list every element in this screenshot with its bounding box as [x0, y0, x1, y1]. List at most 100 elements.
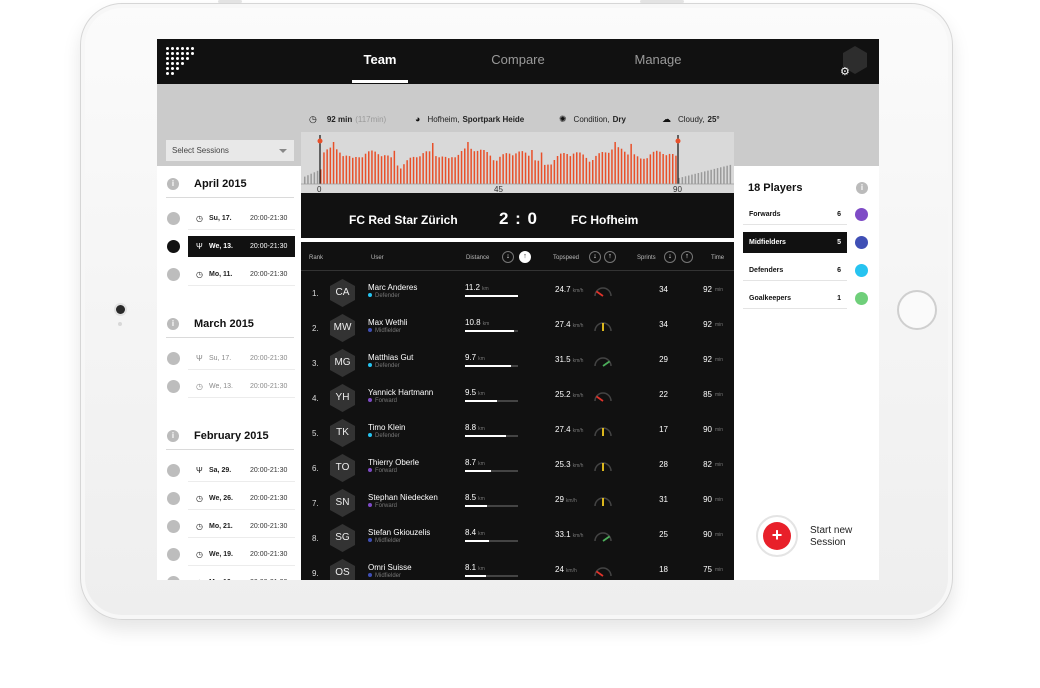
clock-icon: ◷ [196, 270, 203, 279]
session-row[interactable]: ◷ We, 13. 20:00-21:30 [166, 376, 295, 398]
topspeed-value: 31.5 [555, 355, 571, 364]
info-icon[interactable]: i [167, 178, 179, 190]
header-time[interactable]: Time [711, 255, 725, 261]
logo-dot [181, 62, 184, 65]
speed-unit: km/h [572, 428, 584, 434]
chart-bar [492, 160, 495, 184]
settings-button[interactable]: ⚙ [839, 46, 869, 78]
intensity-chart[interactable] [301, 132, 734, 193]
home-button[interactable] [897, 290, 937, 330]
player-group-goalkeepers[interactable]: Goalkeepers 1 [743, 288, 847, 309]
group-color-dot[interactable] [855, 208, 868, 221]
session-row[interactable]: ◷ We, 19. 20:00-21:30 [166, 544, 295, 566]
header-distance[interactable]: Distance [466, 255, 490, 261]
session-row[interactable]: ◷ Mo, 21. 20:00-21:30 [166, 516, 295, 538]
chart-bar [403, 164, 405, 184]
info-icon[interactable]: i [167, 318, 179, 330]
topspeed-cell: 33.1 km/h [555, 530, 583, 539]
session-row[interactable]: ◷ We, 26. 20:00-21:30 [166, 488, 295, 510]
chart-bar [483, 150, 485, 184]
logo-dot [166, 47, 169, 50]
chart-bar [454, 157, 456, 184]
chart-bar [563, 153, 565, 184]
session-row[interactable]: ◷ Mo, 11. 20:00-21:30 [166, 264, 295, 286]
group-color-dot[interactable] [855, 292, 868, 305]
session-row[interactable]: Ψ Su, 17. 20:00-21:30 [166, 348, 295, 370]
player-group-forwards[interactable]: Forwards 6 [743, 204, 847, 225]
sort-distance-desc-button[interactable]: ↓ [502, 251, 514, 263]
sort-sprints-asc-button[interactable]: ↑ [681, 251, 693, 263]
logo-dot [191, 52, 194, 55]
session-row[interactable]: ◷ Mo, 10. 20:00-21:30 [166, 572, 294, 580]
sort-topspeed-desc-button[interactable]: ↓ [589, 251, 601, 263]
app-logo-icon[interactable] [166, 47, 196, 77]
chart-bar [505, 153, 508, 184]
time-value: 90 [703, 495, 712, 504]
session-status-dot [167, 576, 180, 580]
sort-distance-asc-button[interactable]: ↑ [519, 251, 531, 263]
player-rank: 1. [312, 289, 319, 298]
ipad-volume-button [640, 0, 684, 3]
distance-cell: 8.4 km [465, 528, 485, 537]
player-rank: 6. [312, 464, 319, 473]
chart-bar [470, 148, 472, 184]
tab-compare[interactable]: Compare [491, 52, 545, 67]
tab-manage[interactable]: Manage [634, 52, 682, 67]
header-topspeed[interactable]: Topspeed [553, 255, 580, 261]
table-row[interactable]: 5. TK Timo Klein Defender 8.8 km 27.4 km/h 17 90 m… [301, 415, 734, 450]
table-row[interactable]: 9. OS Omri Suisse Midfielder 8.1 km 24 km/h 18 75… [301, 555, 734, 580]
session-row[interactable]: ◷ Su, 17. 20:00-21:30 [166, 208, 295, 230]
range-start-handle[interactable] [317, 138, 323, 144]
info-icon[interactable]: i [167, 430, 179, 442]
start-new-session-label[interactable]: Start new Session [810, 525, 870, 549]
session-time: 20:00-21:30 [250, 215, 288, 222]
top-bar: Team Compare Manage ⚙ [157, 39, 879, 84]
chart-bar [707, 170, 709, 184]
table-row[interactable]: 3. MG Matthias Gut Defender 9.7 km 31.5 km/h 29 9… [301, 345, 734, 380]
sort-topspeed-asc-button[interactable]: ↑ [604, 251, 616, 263]
app-screen: Team Compare Manage ⚙ Select Sessions ◷ … [157, 39, 879, 580]
table-row[interactable]: 8. SG Stefan Gkiouzelis Midfielder 8.4 km 33.1… [301, 520, 734, 555]
chart-bar [585, 157, 588, 184]
table-row[interactable]: 2. MW Max Wethli Midfielder 10.8 km 27.4 km/h 34… [301, 310, 734, 345]
start-new-session-button[interactable]: + [756, 515, 798, 557]
chart-bar [339, 152, 341, 184]
player-group-midfielders[interactable]: Midfielders 5 [743, 232, 847, 253]
session-status-dot [167, 212, 180, 225]
table-row[interactable]: 1. CA Marc Anderes Defender 11.2 km 24.7 km/h 34… [301, 275, 734, 310]
session-time: 20:00-21:30 [250, 383, 288, 390]
chart-tick-mid: 45 [494, 185, 503, 194]
time-unit: min [715, 567, 724, 573]
sensor-icon [118, 322, 122, 326]
table-row[interactable]: 4. YH Yannick Hartmann Forward 9.5 km 25.2 km/h… [301, 380, 734, 415]
table-row[interactable]: 6. TO Thierry Oberle Forward 8.7 km 25.3 km/h 28… [301, 450, 734, 485]
sort-sprints-desc-button[interactable]: ↓ [664, 251, 676, 263]
player-group-defenders[interactable]: Defenders 6 [743, 260, 847, 281]
chart-bar [320, 169, 322, 184]
time-value: 90 [703, 425, 712, 434]
table-row[interactable]: 7. SN Stephan Niedecken Forward 8.5 km 29 km/h 3… [301, 485, 734, 520]
select-sessions-dropdown[interactable]: Select Sessions [166, 140, 294, 161]
chart-bar [640, 158, 642, 184]
distance-cell: 10.8 km [465, 318, 489, 327]
chart-bar [528, 155, 530, 184]
divider [188, 537, 295, 538]
tab-team[interactable]: Team [363, 52, 397, 67]
distance-bar [465, 575, 518, 577]
info-icon[interactable]: i [856, 182, 868, 194]
distance-cell: 8.7 km [465, 458, 485, 467]
time-unit: min [715, 357, 724, 363]
session-row[interactable]: Ψ We, 13. 20:00-21:30 [166, 236, 295, 257]
session-day: Mo, 11. [209, 271, 233, 278]
header-sprints[interactable]: Sprints [637, 255, 656, 261]
group-color-dot[interactable] [855, 236, 868, 249]
divider [188, 481, 295, 482]
time-value: 92 [703, 285, 712, 294]
group-color-dot[interactable] [855, 264, 868, 277]
condition-icon: ✺ [559, 113, 567, 124]
chart-bar [691, 174, 693, 184]
session-row[interactable]: Ψ Sa, 29. 20:00-21:30 [166, 460, 295, 482]
distance-value: 8.4 [465, 528, 477, 537]
range-end-handle[interactable] [675, 138, 681, 144]
chart-bar [636, 156, 639, 184]
